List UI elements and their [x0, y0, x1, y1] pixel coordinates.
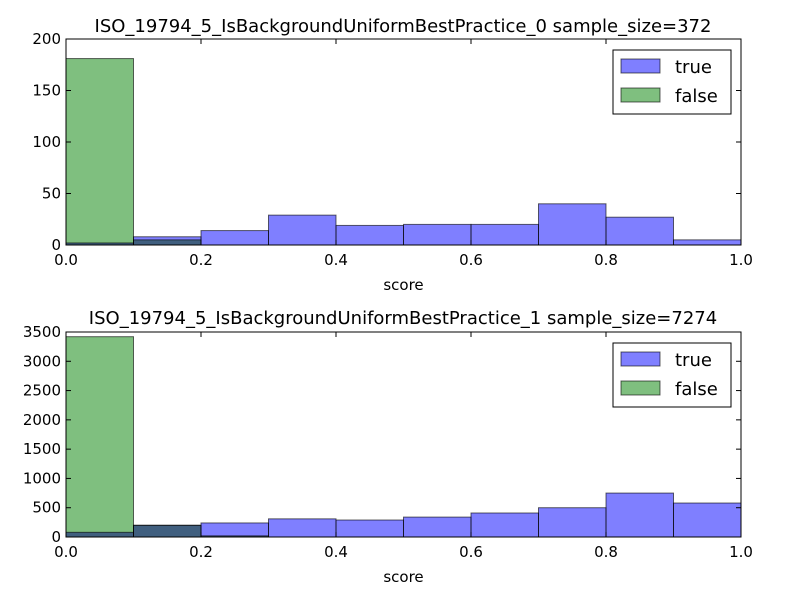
y-tick-label: 3000 — [23, 352, 61, 370]
bar-true-4 — [335, 519, 404, 538]
x-axis-label: score — [383, 568, 423, 586]
y-tick-label: 150 — [32, 82, 61, 100]
x-tick-label: 0.8 — [594, 251, 618, 269]
bar-true-2 — [200, 230, 269, 246]
x-axis-label: score — [383, 276, 423, 294]
y-tick-label: 100 — [32, 133, 61, 151]
legend: true false — [612, 342, 732, 408]
legend-label-false: false — [675, 86, 718, 107]
x-tick-label: 0.6 — [459, 543, 483, 561]
legend-label-true: true — [675, 350, 712, 371]
x-tick-label: 1.0 — [729, 251, 753, 269]
bar-true-2 — [200, 522, 269, 538]
histogram-chart-0: ISO_19794_5_IsBackgroundUniformBestPract… — [32, 16, 753, 294]
x-tick-label: 0.0 — [54, 543, 78, 561]
bar-true-5 — [403, 223, 472, 246]
bar-true-6 — [470, 512, 539, 538]
bar-true-9 — [673, 239, 742, 246]
bar-true-8 — [605, 492, 674, 538]
y-tick-label: 50 — [42, 185, 61, 203]
bar-true-5 — [403, 516, 472, 538]
bar-true-6 — [470, 223, 539, 246]
x-tick-label: 0.0 — [54, 251, 78, 269]
x-tick-label: 1.0 — [729, 543, 753, 561]
legend-swatch-true — [620, 351, 661, 367]
bar-false-1 — [133, 239, 202, 246]
bar-true-3 — [268, 214, 337, 246]
y-tick-label: 200 — [32, 30, 61, 48]
axis-ticks: 0.0 0.2 0.4 0.6 0.8 1.0 0 500 1000 1500 2000 2500 30… — [23, 323, 753, 561]
legend-label-true: true — [675, 57, 712, 78]
y-tick-label: 0 — [51, 528, 61, 546]
x-tick-label: 0.8 — [594, 543, 618, 561]
bar-true-8 — [605, 216, 674, 246]
y-tick-label: 3500 — [23, 323, 61, 341]
legend-swatch-false — [620, 87, 661, 103]
y-tick-label: 2000 — [23, 411, 61, 429]
x-tick-label: 0.2 — [189, 543, 213, 561]
bar-false-0 — [65, 58, 134, 246]
y-tick-label: 1500 — [23, 440, 61, 458]
axis-ticks: 0.0 0.2 0.4 0.6 0.8 1.0 0 50 100 150 200 — [32, 30, 753, 269]
y-tick-label: 500 — [32, 499, 61, 517]
chart-title: ISO_19794_5_IsBackgroundUniformBestPract… — [95, 16, 712, 37]
x-tick-label: 0.4 — [324, 543, 348, 561]
bar-true-3 — [268, 518, 337, 538]
chart-title: ISO_19794_5_IsBackgroundUniformBestPract… — [89, 308, 717, 329]
y-tick-label: 1000 — [23, 469, 61, 487]
bar-false-1 — [133, 524, 202, 538]
y-tick-label: 2500 — [23, 382, 61, 400]
y-tick-label: 0 — [51, 236, 61, 254]
legend: true false — [612, 49, 732, 115]
legend-swatch-true — [620, 58, 661, 74]
x-tick-label: 0.2 — [189, 251, 213, 269]
histogram-chart-1: ISO_19794_5_IsBackgroundUniformBestPract… — [23, 308, 753, 586]
bar-true-4 — [335, 224, 404, 246]
plot-frame — [65, 331, 742, 538]
bar-true-7 — [538, 507, 607, 538]
bar-true-9 — [673, 502, 742, 538]
legend-label-false: false — [675, 379, 718, 400]
legend-swatch-false — [620, 380, 661, 396]
x-tick-label: 0.6 — [459, 251, 483, 269]
bar-group — [65, 58, 742, 246]
x-tick-label: 0.4 — [324, 251, 348, 269]
bar-true-7 — [538, 203, 607, 246]
bar-false-0 — [65, 336, 134, 538]
